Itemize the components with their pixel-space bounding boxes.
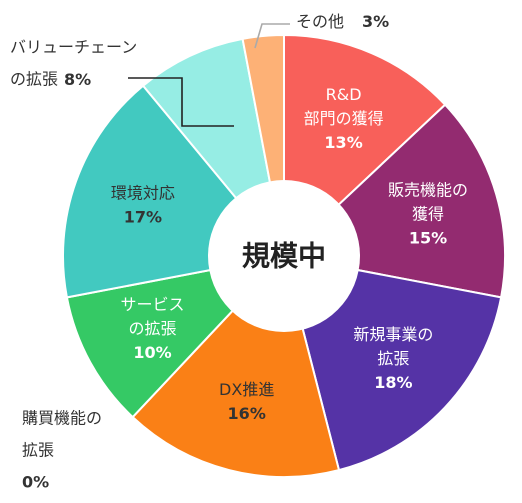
slice-label-env-line: 環境対応 [111, 184, 175, 203]
slice-label-sales-line: 販売機能の [388, 181, 468, 200]
slice-label-service-line: の拡張 [129, 319, 177, 338]
slice-value-rd: 13% [324, 133, 362, 152]
slice-label-env: 環境対応 17% [111, 184, 175, 227]
slice-value-env: 17% [124, 208, 162, 227]
donut-center-text: 規模中 [242, 240, 326, 273]
slice-label-sales-line: 獲得 [412, 205, 444, 224]
slice-value-dx: 16% [228, 404, 266, 423]
leader-lines-layer [128, 23, 290, 127]
slice-value-purchase: 0% [22, 473, 49, 492]
leader-line-value_chain [128, 77, 234, 127]
slice-label-service-line: サービス [121, 295, 185, 314]
slice-value-newbiz: 18% [374, 373, 412, 392]
pie-slice-newbiz [282, 254, 503, 472]
outside-label-value_chain-line: バリューチェーン [10, 38, 137, 57]
slice-label-newbiz-line: 新規事業の [353, 325, 433, 344]
slice-label-rd: R&D 部門の獲得 13% [304, 85, 384, 152]
slice-label-newbiz-line: 拡張 [377, 349, 409, 368]
donut-hole [208, 180, 360, 332]
outside-label-other-text: その他 3% [296, 12, 389, 31]
slice-value-service: 10% [133, 343, 171, 362]
leader-line-other [254, 23, 290, 49]
outside-label-purchase-line: 拡張 [22, 441, 54, 460]
outside-label-value_chain-line: の拡張 8% [10, 70, 91, 89]
slice-label-dx: DX推進 16% [219, 380, 274, 423]
slice-label-rd-line: R&D [326, 85, 362, 104]
slice-label-dx-line: DX推進 [219, 380, 274, 399]
slice-label-rd-line: 部門の獲得 [304, 109, 384, 128]
outside-label-other: その他 3% [296, 12, 389, 31]
outside-label-purchase-line: 購買機能の [22, 409, 102, 428]
slice-value-sales: 15% [409, 229, 447, 248]
